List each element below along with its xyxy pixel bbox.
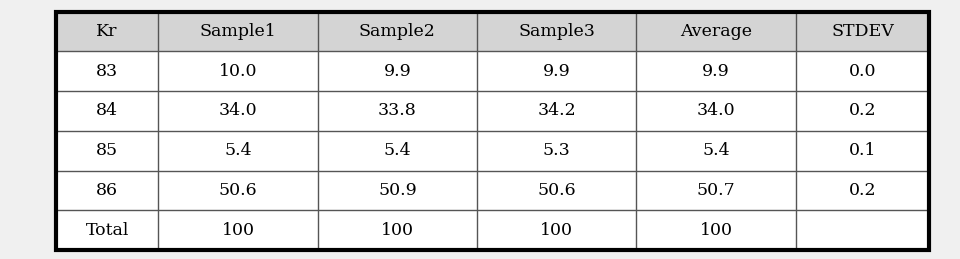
Text: 34.2: 34.2 — [538, 103, 576, 119]
Text: 10.0: 10.0 — [219, 63, 257, 80]
Text: STDEV: STDEV — [831, 23, 894, 40]
Text: 0.2: 0.2 — [849, 182, 876, 199]
Text: 84: 84 — [96, 103, 118, 119]
Text: 100: 100 — [700, 222, 732, 239]
Text: 0.2: 0.2 — [849, 103, 876, 119]
Text: 5.3: 5.3 — [542, 142, 570, 159]
Text: 5.4: 5.4 — [225, 142, 252, 159]
Text: 50.7: 50.7 — [697, 182, 735, 199]
Text: 85: 85 — [96, 142, 118, 159]
Text: Sample3: Sample3 — [518, 23, 595, 40]
Text: 0.0: 0.0 — [849, 63, 876, 80]
Text: 50.6: 50.6 — [538, 182, 576, 199]
Text: 5.4: 5.4 — [702, 142, 730, 159]
FancyBboxPatch shape — [56, 12, 929, 51]
Text: 86: 86 — [96, 182, 118, 199]
Text: 9.9: 9.9 — [542, 63, 570, 80]
Text: 50.6: 50.6 — [219, 182, 257, 199]
Text: 0.1: 0.1 — [849, 142, 876, 159]
Text: Average: Average — [680, 23, 752, 40]
Text: 100: 100 — [540, 222, 573, 239]
Text: 9.9: 9.9 — [384, 63, 411, 80]
Text: Sample2: Sample2 — [359, 23, 436, 40]
Text: 33.8: 33.8 — [378, 103, 417, 119]
Text: 5.4: 5.4 — [384, 142, 411, 159]
Text: Kr: Kr — [96, 23, 118, 40]
Text: 9.9: 9.9 — [702, 63, 730, 80]
Text: 100: 100 — [381, 222, 414, 239]
Text: Sample1: Sample1 — [200, 23, 276, 40]
Text: 50.9: 50.9 — [378, 182, 417, 199]
Text: 83: 83 — [96, 63, 118, 80]
Text: 100: 100 — [222, 222, 254, 239]
Text: 34.0: 34.0 — [219, 103, 257, 119]
Text: Total: Total — [85, 222, 129, 239]
Text: 34.0: 34.0 — [697, 103, 735, 119]
